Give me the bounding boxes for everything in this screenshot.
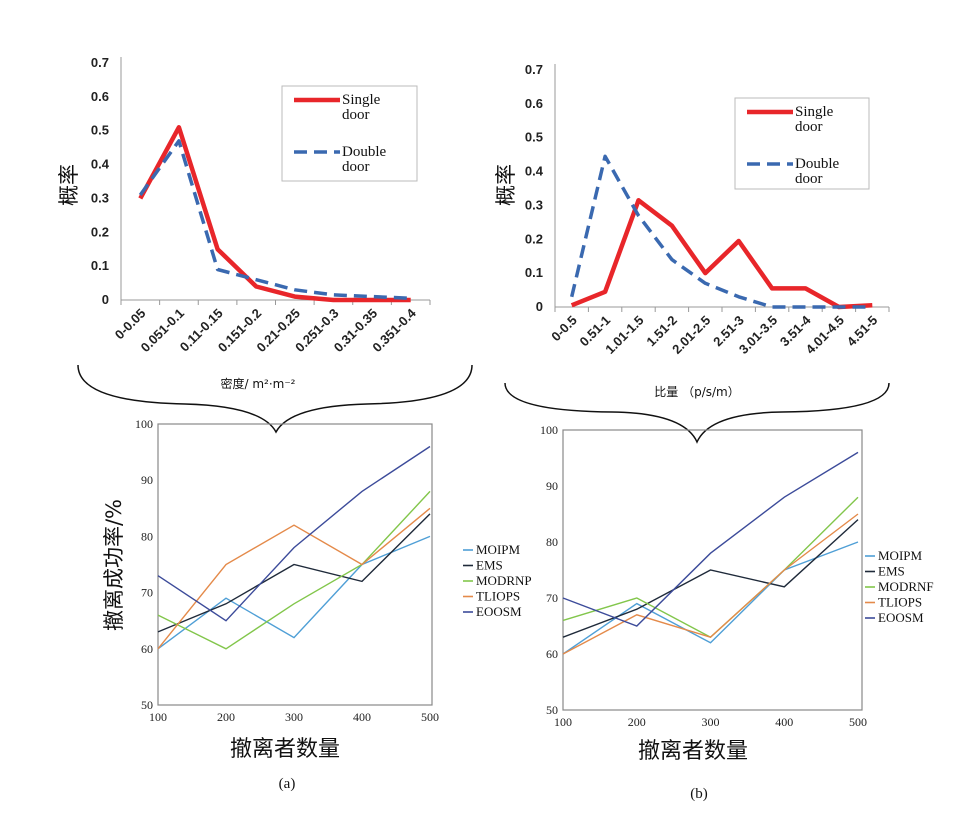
chart-single-double-door-density: 00.10.20.30.40.50.60.70-0.050.051-0.10.1… (91, 55, 431, 355)
legend-label: MOIPM (878, 548, 923, 563)
y-tick-label: 60 (546, 647, 558, 661)
series-line-tliops (157, 507, 431, 650)
legend-label: door (342, 159, 370, 175)
y-tick-label: 0 (536, 299, 543, 314)
x-tick-label: 500 (421, 710, 439, 724)
series-line-moipm (562, 541, 859, 655)
legend-label: Double (342, 144, 387, 160)
y-tick-label: 0.3 (525, 197, 543, 212)
legend-label: door (795, 119, 823, 135)
y-tick-label: 0.6 (91, 89, 109, 104)
legend-label: door (795, 171, 823, 187)
tl-ylabel: 概率 (57, 164, 81, 206)
brace-right (504, 382, 890, 444)
x-tick-label: 100 (149, 710, 167, 724)
x-tick-label: 500 (849, 715, 867, 729)
bl-ylabel: 撤离成功率/% (102, 499, 126, 631)
y-tick-label: 60 (141, 642, 153, 656)
plot-frame (157, 423, 433, 706)
y-tick-label: 70 (546, 591, 558, 605)
brace-left (77, 364, 473, 434)
x-tick-label: 200 (628, 715, 646, 729)
x-tick-label: 300 (702, 715, 720, 729)
y-tick-label: 0 (102, 292, 109, 307)
series-line-eoosm (157, 445, 431, 622)
series-line-modrnp (157, 490, 431, 650)
y-tick-label: 90 (141, 473, 153, 487)
br-panel-label: (b) (690, 786, 708, 802)
y-tick-label: 50 (141, 698, 153, 712)
y-tick-label: 0.2 (91, 224, 109, 239)
series-line-single-door (570, 198, 873, 310)
bl-xlabel: 撤离者数量 (230, 737, 340, 762)
y-tick-label: 0.5 (91, 123, 109, 138)
y-tick-label: 90 (546, 479, 558, 493)
y-tick-label: 0.5 (525, 130, 543, 145)
series-line-single-door (138, 125, 411, 303)
y-tick-label: 0.1 (91, 258, 109, 273)
x-tick-label: 0-0.5 (548, 313, 580, 345)
y-tick-label: 0.7 (91, 55, 109, 70)
y-tick-label: 0.4 (525, 164, 544, 179)
tl-xlabel: 密度/ m²·m⁻² (220, 376, 295, 391)
x-tick-label: 200 (217, 710, 235, 724)
series-line-ems (562, 519, 859, 638)
series-line-ems (157, 513, 431, 633)
y-tick-label: 0.1 (525, 265, 543, 280)
tr-xlabel: 比量 （p/s/m） (654, 385, 739, 399)
x-tick-label: 400 (775, 715, 793, 729)
legend-label: Single (795, 104, 834, 120)
legend-label: EOOSM (476, 604, 522, 619)
y-tick-label: 0.2 (525, 231, 543, 246)
x-tick-label: 400 (353, 710, 371, 724)
series-line-modrnf (562, 496, 859, 639)
series-line-tliops (562, 513, 859, 655)
chart-evacuation-success-b: 50 60 70 80 90 100 100 200 300 400 500 MOIPMEMSMODR… (540, 423, 934, 729)
y-tick-label: 0.6 (525, 96, 543, 111)
chart-evacuation-success-a: 50 60 70 80 90 100 100 200 300 400 500 MOIPMEMSMODR… (135, 417, 532, 724)
legend-label: EMS (878, 564, 905, 579)
y-tick-label: 0.3 (91, 190, 109, 205)
legend-label: door (342, 107, 370, 123)
y-tick-label: 0.7 (525, 62, 543, 77)
y-tick-label: 100 (540, 423, 558, 437)
x-tick-label: 4.51-5 (844, 313, 881, 350)
legend-label: TLIOPS (476, 589, 520, 604)
y-tick-label: 70 (141, 586, 153, 600)
y-tick-label: 80 (546, 535, 558, 549)
series-line-double-door (569, 154, 873, 309)
chart-single-double-door-flow: 00.10.20.30.40.50.60.70-0.50.51-11.01-1.… (525, 62, 890, 357)
y-tick-label: 100 (135, 417, 153, 431)
x-tick-label: 0.351-0.4 (369, 305, 419, 355)
series-line-eoosm (562, 451, 859, 627)
tr-ylabel: 概率 (494, 164, 518, 206)
x-tick-label: 0-0.05 (112, 306, 149, 343)
legend-label: Single (342, 92, 381, 108)
legend-label: MODRNP (476, 573, 532, 588)
legend-label: MODRNF (878, 579, 934, 594)
series-line-moipm (157, 535, 431, 650)
legend-label: EOOSM (878, 610, 924, 625)
legend-label: TLIOPS (878, 595, 922, 610)
legend-label: EMS (476, 558, 503, 573)
legend-label: Double (795, 156, 840, 172)
x-tick-label: 300 (285, 710, 303, 724)
plot-frame (562, 429, 863, 711)
x-tick-label: 100 (554, 715, 572, 729)
bl-panel-label: (a) (279, 776, 296, 792)
y-tick-label: 50 (546, 703, 558, 717)
series-line-double-door (138, 139, 411, 301)
y-tick-label: 80 (141, 529, 153, 543)
y-tick-label: 0.4 (91, 157, 110, 172)
br-xlabel: 撤离者数量 (638, 739, 748, 764)
legend-label: MOIPM (476, 542, 521, 557)
